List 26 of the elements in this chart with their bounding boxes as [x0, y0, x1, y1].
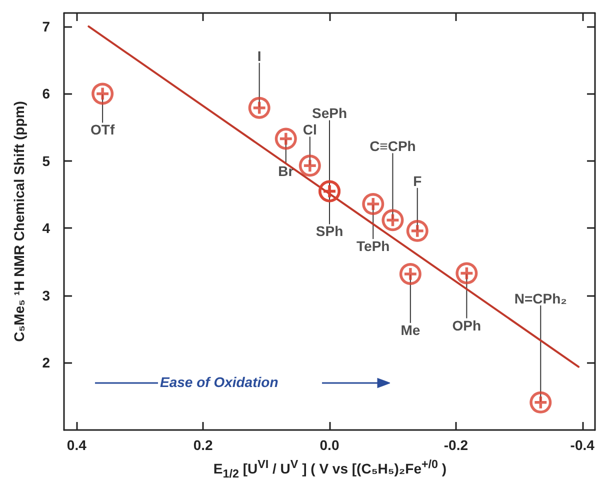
x-tick-label: -0.4 [570, 437, 595, 453]
y-axis-title: C₅Me₅ ¹H NMR Chemical Shift (ppm) [11, 101, 27, 342]
annotation: I [257, 48, 262, 64]
annotation: Ease of Oxidation [160, 374, 278, 390]
annotation: N=CPh₂ [514, 290, 567, 306]
x-tick-label: -0.2 [444, 437, 468, 453]
annotation: OTf [90, 122, 115, 138]
text: E$_{1/2}$ [U$^{VI}$ / U$^{V}$ ] ( V vs [(C₅H₅)₂Fe$^{+/0}$ ) [213, 458, 447, 480]
x-tick-label: 0.2 [193, 437, 214, 453]
x-tick-label: 0.4 [66, 437, 87, 453]
annotation: Me [400, 322, 420, 338]
annotation: Br [278, 162, 294, 179]
y-tick-label: 3 [42, 287, 50, 304]
annotation: TePh [356, 238, 390, 254]
y-tick-label: 4 [42, 220, 50, 236]
y-tick-label: 2 [42, 354, 50, 371]
annotation: F [413, 172, 422, 189]
y-tick-label: 7 [42, 18, 50, 34]
x-tick-label: 0.0 [320, 437, 340, 453]
y-tick-label: 5 [42, 152, 50, 169]
annotation: OPh [452, 317, 482, 334]
annotation: Cl [302, 122, 317, 138]
annotation: SePh [312, 105, 348, 122]
y-tick-label: 6 [42, 86, 50, 102]
annotation: C≡CPh [370, 138, 416, 154]
annotation: SPh [316, 223, 344, 240]
